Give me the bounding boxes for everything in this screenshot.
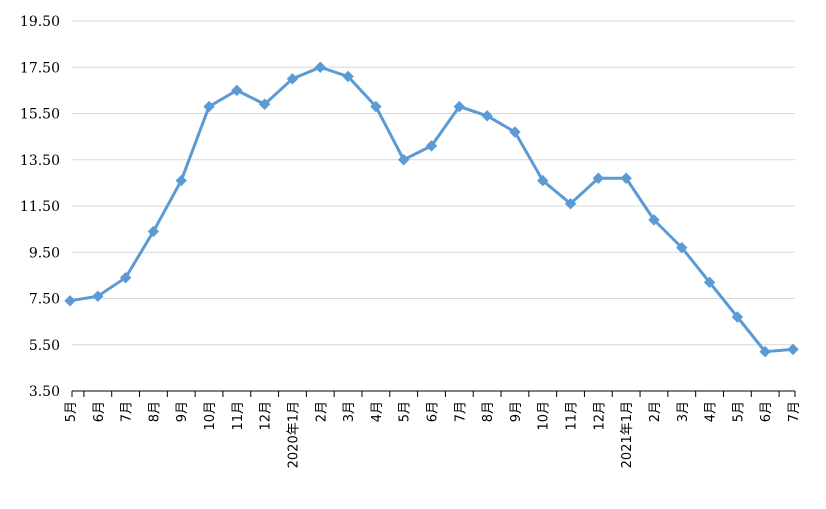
data-point-marker	[147, 225, 160, 238]
data-point-marker	[92, 290, 104, 302]
y-tick-label: 3.50	[29, 384, 60, 400]
x-tick-label: 12月	[259, 401, 274, 431]
y-tick-label: 9.50	[29, 245, 60, 261]
x-axis: 5月 6月 7月 8月 9月 10月 11月 12月 2020年1月 2月 3月 4月 5月 6月 7月 8月…	[64, 390, 802, 468]
data-point-marker	[592, 172, 605, 184]
data-point-marker	[203, 100, 215, 113]
x-tick-label: 7月	[453, 401, 468, 422]
data-point-marker	[648, 214, 660, 226]
x-tick-label: 8月	[481, 401, 496, 422]
y-tick-label: 5.50	[29, 338, 60, 354]
series-line-path	[69, 65, 794, 354]
gridlines	[72, 20, 795, 346]
y-tick-label: 15.50	[20, 107, 60, 123]
data-point-marker	[286, 73, 299, 85]
data-point-marker	[425, 140, 438, 152]
x-tick-label: 3月	[676, 401, 691, 422]
data-point-marker	[564, 197, 577, 210]
x-tick-label: 4月	[370, 401, 385, 422]
data-point-marker	[231, 84, 243, 97]
data-point-marker	[620, 172, 632, 184]
y-tick-label: 17.50	[20, 60, 60, 76]
data-point-marker	[397, 154, 410, 166]
x-tick-label: 11月	[565, 401, 580, 431]
data-point-marker	[119, 271, 132, 284]
x-tick-label: 5月	[64, 401, 79, 422]
y-axis: 3.50 5.50 7.50 9.50 11.50 13.50 15.50 17.50 19.5…	[20, 14, 60, 400]
data-point-marker	[787, 343, 799, 356]
x-tick-label: 7月	[787, 401, 802, 422]
data-point-marker	[342, 70, 354, 83]
y-tick-label: 19.50	[20, 14, 60, 30]
x-tick-label: 2月	[648, 401, 663, 422]
data-point-marker	[676, 241, 688, 254]
x-tick-label: 6月	[92, 401, 107, 422]
x-tick-label: 9月	[509, 401, 524, 422]
data-point-marker	[759, 345, 771, 358]
data-point-marker	[731, 311, 744, 323]
data-point-marker	[258, 98, 271, 110]
data-point-marker	[64, 295, 76, 307]
data-point-marker	[509, 126, 521, 138]
data-point-marker	[175, 174, 187, 187]
x-tick-label: 5月	[398, 401, 413, 422]
x-tick-label: 6月	[759, 401, 774, 422]
x-tick-label: 2021年1月	[620, 401, 635, 468]
x-tick-label: 10月	[203, 401, 218, 431]
data-point-marker	[370, 100, 382, 113]
y-tick-label: 7.50	[29, 292, 60, 308]
x-tick-label: 6月	[426, 401, 441, 422]
y-tick-label: 13.50	[20, 153, 60, 169]
x-tick-label: 8月	[147, 401, 162, 422]
data-point-marker	[314, 61, 326, 73]
x-tick-label: 2020年1月	[286, 401, 301, 468]
x-tick-label: 10月	[537, 401, 552, 431]
data-point-marker	[703, 276, 716, 289]
y-tick-label: 11.50	[20, 199, 60, 215]
x-tick-label: 2月	[314, 401, 329, 422]
data-point-marker	[481, 110, 493, 122]
x-tick-label: 5月	[731, 401, 746, 422]
x-tick-label: 4月	[704, 401, 719, 422]
x-tick-label: 3月	[342, 401, 357, 422]
data-point-marker	[453, 100, 466, 113]
x-tick-label: 7月	[120, 401, 135, 422]
series-line	[64, 61, 799, 358]
x-tick-label: 11月	[231, 401, 246, 431]
x-tick-label: 12月	[592, 401, 607, 431]
data-point-marker	[537, 174, 549, 187]
x-tick-label: 9月	[175, 401, 190, 422]
